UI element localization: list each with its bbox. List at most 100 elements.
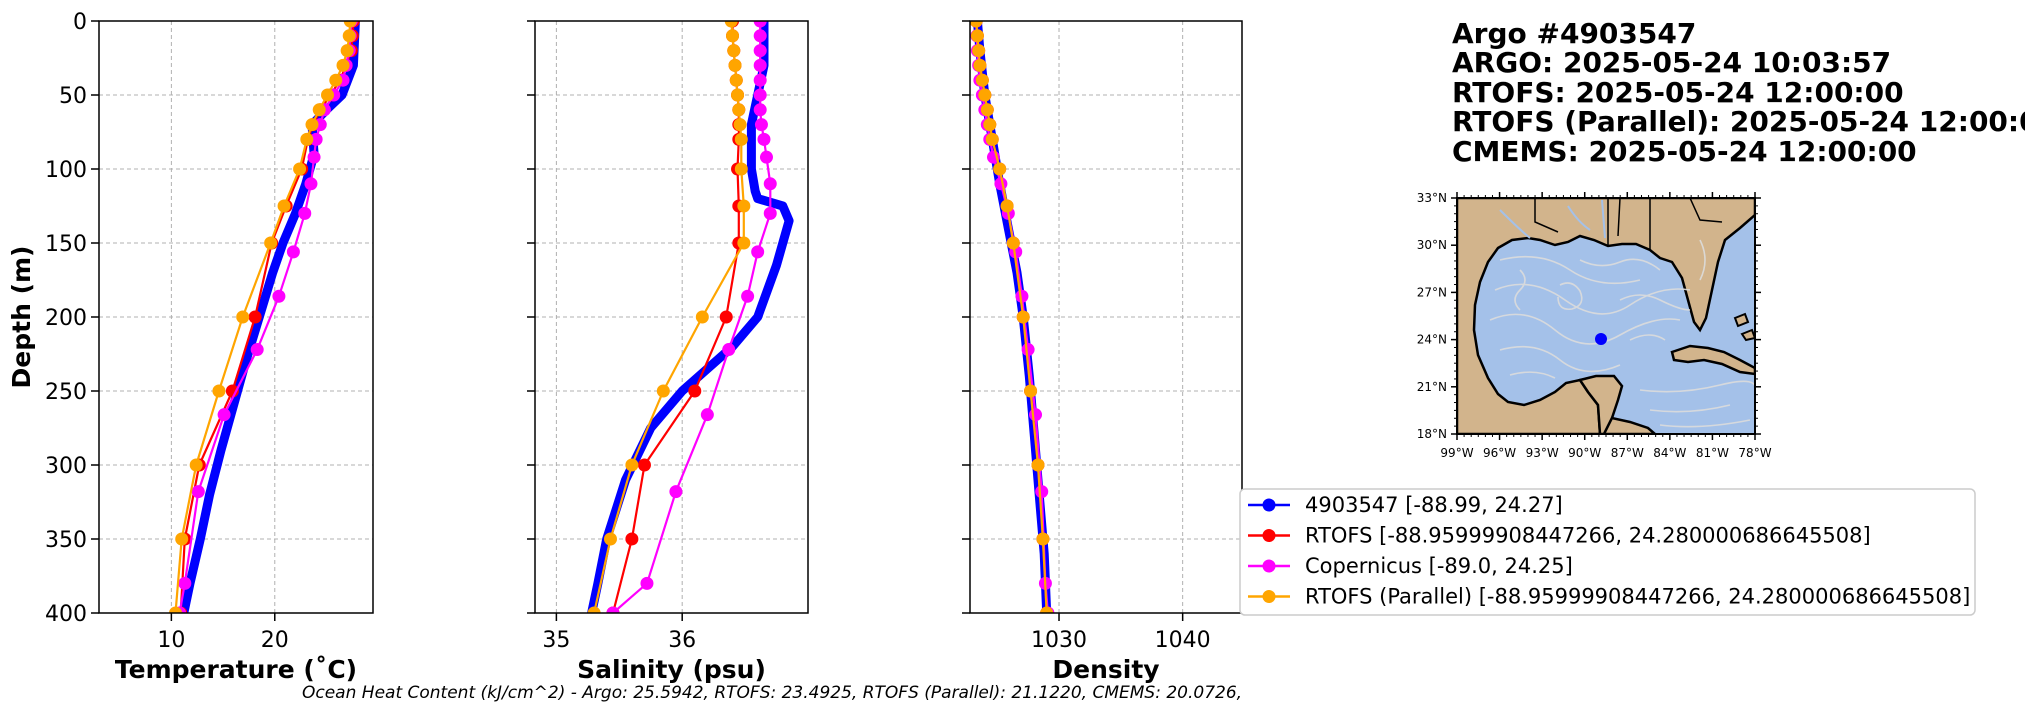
- map-lon-label: 96°W: [1483, 446, 1516, 460]
- data-point: [729, 73, 743, 87]
- data-point: [293, 162, 307, 176]
- y-tick-label: 300: [45, 454, 87, 479]
- map-lat-label: 30°N: [1417, 238, 1447, 252]
- data-point: [993, 162, 1007, 176]
- map-lon-label: 90°W: [1568, 446, 1601, 460]
- x-axis-label: Temperature (˚C): [115, 655, 357, 684]
- data-point: [722, 343, 736, 357]
- y-axis-label: Depth (m): [7, 246, 36, 389]
- float-position-marker: [1595, 333, 1607, 345]
- legend-swatch-marker: [1262, 498, 1276, 512]
- data-point: [753, 58, 767, 72]
- legend-label: Copernicus [-89.0, 24.25]: [1305, 554, 1573, 578]
- data-point: [1015, 289, 1029, 303]
- data-point: [975, 73, 989, 87]
- data-point: [169, 606, 183, 613]
- map-lat-label: 21°N: [1417, 380, 1447, 394]
- map-state-borders: [1534, 198, 1723, 250]
- data-point: [695, 310, 709, 324]
- location-map: 33°N 30°N 27°N 24°N 21°N 18°N 99°W 96°W 93°W 90°W…: [1417, 191, 1772, 460]
- y-tick-label: 50: [59, 84, 87, 109]
- map-land-bahamas: [1733, 312, 1755, 342]
- data-point: [1006, 236, 1020, 250]
- data-point: [1029, 408, 1043, 422]
- data-point: [1024, 384, 1038, 398]
- y-tick-label: 150: [45, 232, 87, 257]
- data-point: [970, 29, 984, 43]
- data-point: [719, 310, 733, 324]
- data-point: [298, 206, 312, 220]
- x-tick-label: 36: [668, 628, 696, 653]
- data-point: [304, 177, 318, 191]
- legend-box: [1239, 488, 1976, 616]
- data-point: [307, 150, 321, 164]
- x-tick-label: 10: [157, 628, 185, 653]
- data-point: [983, 118, 997, 132]
- argo-id-text: Argo #4903547: [1452, 17, 1696, 50]
- map-lon-label: 78°W: [1738, 446, 1771, 460]
- data-point: [1040, 606, 1054, 613]
- data-point: [1021, 343, 1035, 357]
- data-point: [700, 408, 714, 422]
- data-point: [236, 310, 250, 324]
- data-point: [309, 132, 323, 146]
- data-point: [753, 103, 767, 117]
- info-block: Argo #4903547 ARGO: 2025-05-24 10:03:57 …: [1452, 17, 2025, 168]
- data-point: [751, 245, 765, 259]
- x-tick-label: 1030: [1031, 628, 1087, 653]
- data-point: [973, 58, 987, 72]
- data-point: [1016, 310, 1030, 324]
- map-ticks: 33°N 30°N 27°N 24°N 21°N 18°N 99°W 96°W 93°W 90°W…: [1417, 191, 1772, 460]
- rtofs-parallel-time-text: RTOFS (Parallel): 2025-05-24 12:00:00: [1452, 105, 2025, 138]
- data-point: [737, 236, 751, 250]
- legend-swatch-marker: [1262, 559, 1276, 573]
- data-point: [753, 44, 767, 58]
- data-point: [300, 132, 314, 146]
- data-point: [1036, 532, 1050, 546]
- data-point: [217, 408, 231, 422]
- data-point: [741, 289, 755, 303]
- data-point: [175, 532, 189, 546]
- data-point: [343, 21, 357, 28]
- data-point: [329, 73, 343, 87]
- x-tick-label: 35: [542, 628, 570, 653]
- data-point: [728, 58, 742, 72]
- series-group: [587, 21, 794, 613]
- x-axis-label: Salinity (psu): [577, 655, 766, 684]
- data-point: [688, 384, 702, 398]
- legend-label: RTOFS (Parallel) [-88.95999908447266, 24…: [1305, 585, 1970, 609]
- data-point: [727, 44, 741, 58]
- ocean-heat-content-text: Ocean Heat Content (kJ/cm^2) - Argo: 25.…: [302, 683, 1242, 703]
- data-point: [726, 29, 740, 43]
- map-lat-label: 18°N: [1417, 427, 1447, 441]
- data-point: [312, 103, 326, 117]
- x-tick-label: 1040: [1155, 628, 1211, 653]
- data-point: [321, 88, 335, 102]
- legend-swatch-marker: [1262, 590, 1276, 603]
- data-point: [980, 103, 994, 117]
- y-tick-label: 250: [45, 380, 87, 405]
- data-point: [625, 532, 639, 546]
- map-lat-label: 33°N: [1417, 191, 1447, 205]
- data-point: [737, 199, 751, 213]
- data-point: [731, 88, 745, 102]
- y-tick-label: 200: [45, 306, 87, 331]
- data-point: [191, 485, 205, 499]
- argo-time-text: ARGO: 2025-05-24 10:03:57: [1452, 46, 1891, 79]
- data-point: [724, 21, 738, 28]
- x-axis-label: Density: [1052, 655, 1159, 684]
- y-tick-label: 100: [45, 158, 87, 183]
- data-point: [212, 384, 226, 398]
- series-group: [970, 21, 1055, 613]
- data-point: [753, 73, 767, 87]
- data-point: [972, 44, 986, 58]
- data-point: [734, 132, 748, 146]
- data-point: [250, 343, 264, 357]
- series-group: [169, 21, 360, 613]
- data-point: [1000, 199, 1014, 213]
- data-point: [978, 88, 992, 102]
- data-point: [1031, 458, 1045, 472]
